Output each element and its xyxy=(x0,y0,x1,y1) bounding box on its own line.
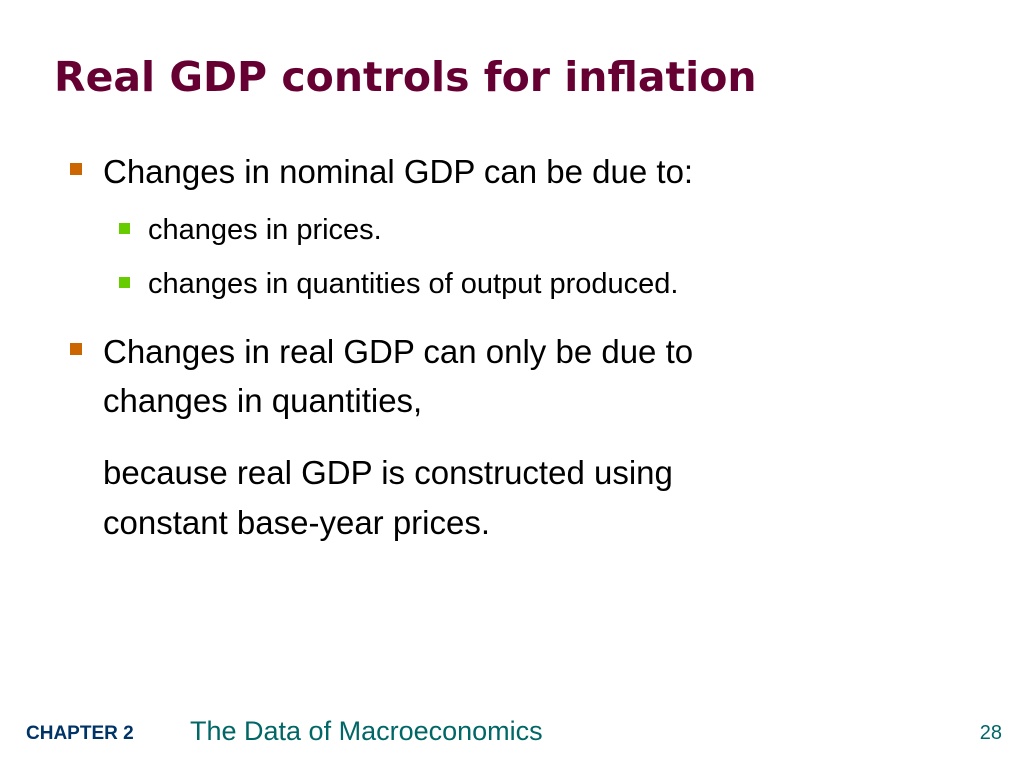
continuation-line-1: because real GDP is constructed using xyxy=(103,454,673,491)
slide-footer: CHAPTER 2 The Data of Macroeconomics 28 xyxy=(0,712,1024,752)
bullet-text-continued: changes in quantities, xyxy=(103,382,423,419)
sub-bullet-text: changes in prices. xyxy=(148,214,382,246)
square-bullet-icon xyxy=(70,163,82,175)
square-bullet-icon xyxy=(119,277,130,288)
footer-book-title: The Data of Macroeconomics xyxy=(190,716,543,746)
square-bullet-icon xyxy=(70,343,82,355)
slide-title: Real GDP controls for inflation xyxy=(54,53,757,101)
continuation-line-2: constant base-year prices. xyxy=(103,504,491,541)
square-bullet-icon xyxy=(119,223,130,234)
bullet-text: Changes in nominal GDP can be due to: xyxy=(103,153,694,190)
footer-chapter-label: CHAPTER 2 xyxy=(26,723,134,744)
sub-bullet-text: changes in quantities of output produced… xyxy=(148,268,679,300)
page-number: 28 xyxy=(979,722,1002,744)
bullet-text: Changes in real GDP can only be due to xyxy=(103,333,694,370)
